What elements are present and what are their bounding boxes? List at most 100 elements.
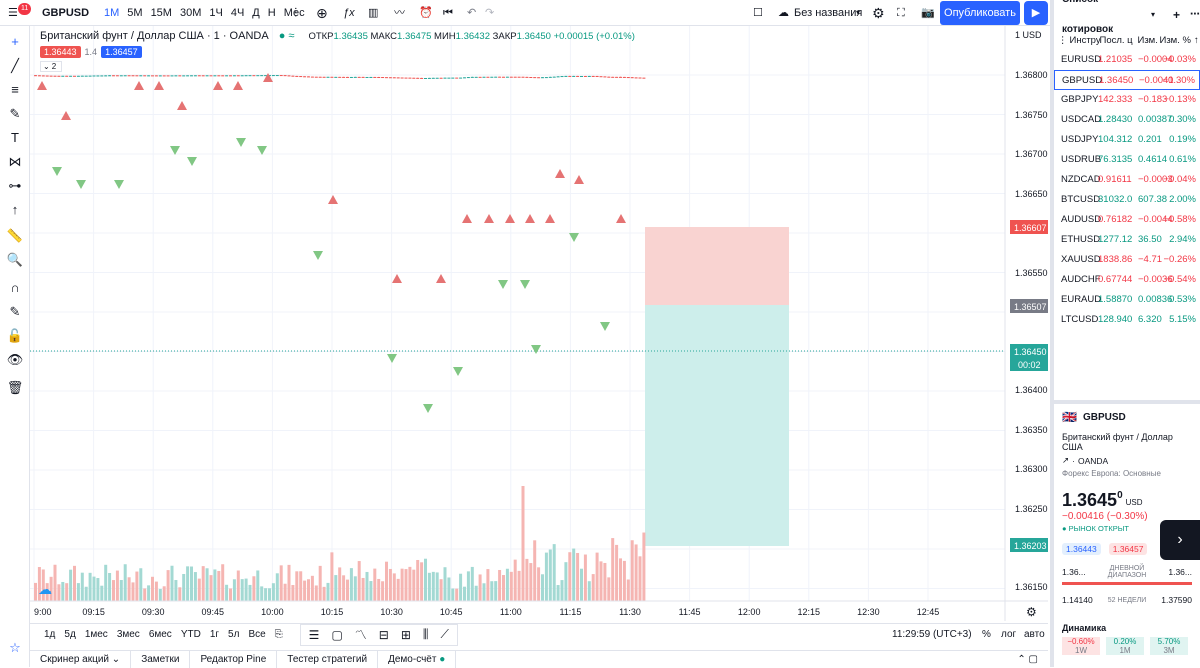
time-axis[interactable]: 9:00 09:15 09:30 09:45 10:00 10:15 10:30 10:45 1…: [30, 600, 1048, 617]
compare-add-icon[interactable]: ⊕: [316, 5, 328, 21]
tab-notes[interactable]: Заметки: [131, 650, 191, 668]
period-1d[interactable]: 1д: [44, 629, 56, 640]
zoom-icon[interactable]: 🔍: [6, 252, 24, 267]
brush-icon[interactable]: ✎: [9, 106, 21, 121]
timeframe-30m[interactable]: 30М: [179, 7, 202, 19]
clock[interactable]: 11:29:59 (UTC+3): [892, 629, 972, 640]
bid-button[interactable]: 1.36443: [40, 46, 81, 58]
watchlist-title[interactable]: Список котировок: [1062, 0, 1114, 35]
external-link-icon[interactable]: ↗: [1062, 455, 1070, 465]
bars-pattern-icon[interactable]: ⫼: [422, 627, 429, 641]
play-icon[interactable]: ▶: [1024, 1, 1048, 25]
details-symbol[interactable]: GBPUSD: [1082, 411, 1126, 423]
range-icon[interactable]: ⊟: [378, 627, 389, 642]
tab-stock-screener[interactable]: Скринер акций ⌄: [30, 650, 132, 668]
lock-icon[interactable]: 🔓: [6, 328, 24, 343]
chart-type-icon[interactable]: ⫶: [294, 5, 298, 20]
ask-button[interactable]: 1.36457: [101, 46, 142, 58]
hlines-icon[interactable]: ☰: [308, 627, 320, 642]
col-change[interactable]: Изм.: [1137, 34, 1158, 46]
settings-icon[interactable]: ⚙: [872, 5, 885, 21]
timeframe-w[interactable]: Н: [267, 7, 276, 19]
screenshot-icon[interactable]: 📷: [921, 7, 935, 19]
watchlist-row[interactable]: GBPJPY 142.333 −0.183 −0.13%: [1054, 90, 1200, 110]
watchlist-row[interactable]: XAUUSD 1838.86 −4.71 −0.26%: [1054, 250, 1200, 270]
watchlist-row[interactable]: NZDCAD 0.91611 −0.0003 −0.04%: [1054, 170, 1200, 190]
period-1y[interactable]: 1г: [209, 629, 220, 640]
chart-pane[interactable]: 1 USD 1.36800 1.36750 1.36700 1.36650 1.…: [30, 26, 1048, 621]
visibility-icon[interactable]: ● ≈: [278, 30, 295, 42]
watchlist-row[interactable]: BTCUSD 31032.0 607.38 2.00%: [1054, 190, 1200, 210]
fib-icon[interactable]: ≡: [11, 82, 19, 97]
details-bid[interactable]: 1.36443: [1062, 543, 1101, 555]
more-icon[interactable]: ⋯: [1190, 9, 1200, 20]
period-3m[interactable]: 3мес: [116, 629, 140, 640]
indicator-collapse[interactable]: ⌄ 2: [40, 61, 62, 72]
watchlist-row[interactable]: EURUSD 1.21035 −0.0004 −0.03%: [1054, 50, 1200, 70]
watchlist-row[interactable]: USDJPY 104.312 0.201 0.19%: [1054, 130, 1200, 150]
fullscreen-icon[interactable]: ⛶: [897, 7, 905, 19]
chart-canvas[interactable]: 1 USD 1.36800 1.36750 1.36700 1.36650 1.…: [30, 26, 1048, 621]
pattern-icon[interactable]: ⋈: [8, 154, 22, 169]
period-ytd[interactable]: YTD: [180, 629, 201, 640]
period-all[interactable]: Все: [248, 629, 266, 640]
symbol-search[interactable]: GBPUSD: [42, 7, 90, 19]
eye-icon[interactable]: 👁: [6, 352, 24, 367]
watchlist-row[interactable]: USDRUB 76.3135 0.4614 0.61%: [1054, 150, 1200, 170]
scale-percent[interactable]: %: [982, 629, 991, 640]
timeframe-15m[interactable]: 15М: [150, 7, 172, 19]
redo-icon[interactable]: ↷: [485, 7, 495, 19]
watchlist-row[interactable]: GBPUSD 1.36450 −0.0041 −0.30%: [1054, 70, 1200, 90]
watchlist-row[interactable]: ETHUSD 1277.12 36.50 2.94%: [1054, 230, 1200, 250]
price-axis[interactable]: 1 USD 1.36800 1.36750 1.36700 1.36650 1.…: [1004, 26, 1048, 621]
chevron-down-icon[interactable]: ▾: [856, 8, 861, 17]
goto-date-icon[interactable]: ⎘: [274, 629, 283, 640]
watchlist-row[interactable]: USDCAD 1.28430 0.00387 0.30%: [1054, 110, 1200, 130]
undo-icon[interactable]: ↶: [467, 7, 477, 19]
period-1m[interactable]: 1мес: [84, 629, 108, 640]
tab-strategy-tester[interactable]: Тестер стратегий: [277, 650, 379, 668]
timeframe-1h[interactable]: 1Ч: [209, 7, 223, 19]
rect-icon[interactable]: ▢: [331, 627, 343, 642]
alert-icon[interactable]: ⏰: [419, 7, 433, 19]
timeframe-5m[interactable]: 5М: [127, 7, 143, 19]
period-6m[interactable]: 6мес: [148, 629, 172, 640]
watchlist-row[interactable]: AUDCHF 0.67744 −0.0036 −0.54%: [1054, 270, 1200, 290]
expand-panel-icon[interactable]: ›: [1160, 520, 1200, 560]
more-vertical-icon[interactable]: ⋮: [1058, 34, 1068, 46]
trash-icon[interactable]: 🗑: [6, 380, 24, 395]
fullscreen-layout-icon[interactable]: ☐: [753, 7, 763, 19]
lock-drawings-icon[interactable]: ✎: [9, 304, 21, 319]
indicator-templates-icon[interactable]: 〰: [394, 7, 405, 19]
watchlist-row[interactable]: AUDUSD 0.76182 −0.0044 −0.58%: [1054, 210, 1200, 230]
timeframe-1m[interactable]: 1М: [104, 7, 120, 19]
stop-loss-zone[interactable]: [645, 227, 789, 305]
take-profit-zone[interactable]: [645, 305, 789, 546]
col-last[interactable]: Посл. ц: [1099, 34, 1133, 46]
scale-auto[interactable]: авто: [1024, 629, 1045, 640]
ray-icon[interactable]: ⟋: [440, 627, 449, 641]
timeframe-mo[interactable]: Мес: [283, 7, 305, 19]
timeframe-4h[interactable]: 4Ч: [230, 7, 245, 19]
col-symbol[interactable]: Инструм: [1069, 34, 1100, 46]
col-change-pct[interactable]: Изм. %: [1159, 34, 1191, 46]
channel-icon[interactable]: ⊞: [400, 627, 411, 642]
ruler-icon[interactable]: 📏: [6, 228, 24, 243]
tab-demo-account[interactable]: Демо-счёт ●: [378, 650, 457, 668]
prediction-icon[interactable]: ⊶: [8, 178, 22, 193]
add-symbol-icon[interactable]: +: [1172, 8, 1180, 22]
trendline-icon[interactable]: ╱: [11, 58, 19, 73]
menu-icon[interactable]: ☰: [8, 7, 18, 19]
indicators-icon[interactable]: ƒx: [343, 7, 355, 19]
tab-pine-editor[interactable]: Редактор Pine: [190, 650, 278, 668]
chevron-down-icon[interactable]: ▾: [1150, 10, 1155, 19]
star-icon[interactable]: ☆: [9, 640, 21, 655]
collapse-panel-icon[interactable]: ⌃ ▢: [1017, 653, 1038, 665]
watchlist-row[interactable]: EURAUD 1.58870 0.00836 0.53%: [1054, 290, 1200, 310]
scale-log[interactable]: лог: [1001, 629, 1017, 640]
magnet-icon[interactable]: ∩: [10, 280, 20, 295]
templates-icon[interactable]: ▥: [368, 7, 379, 19]
arrow-up-icon[interactable]: ↑: [11, 202, 19, 217]
timeframe-d[interactable]: Д: [252, 7, 260, 19]
text-icon[interactable]: T: [11, 130, 19, 145]
